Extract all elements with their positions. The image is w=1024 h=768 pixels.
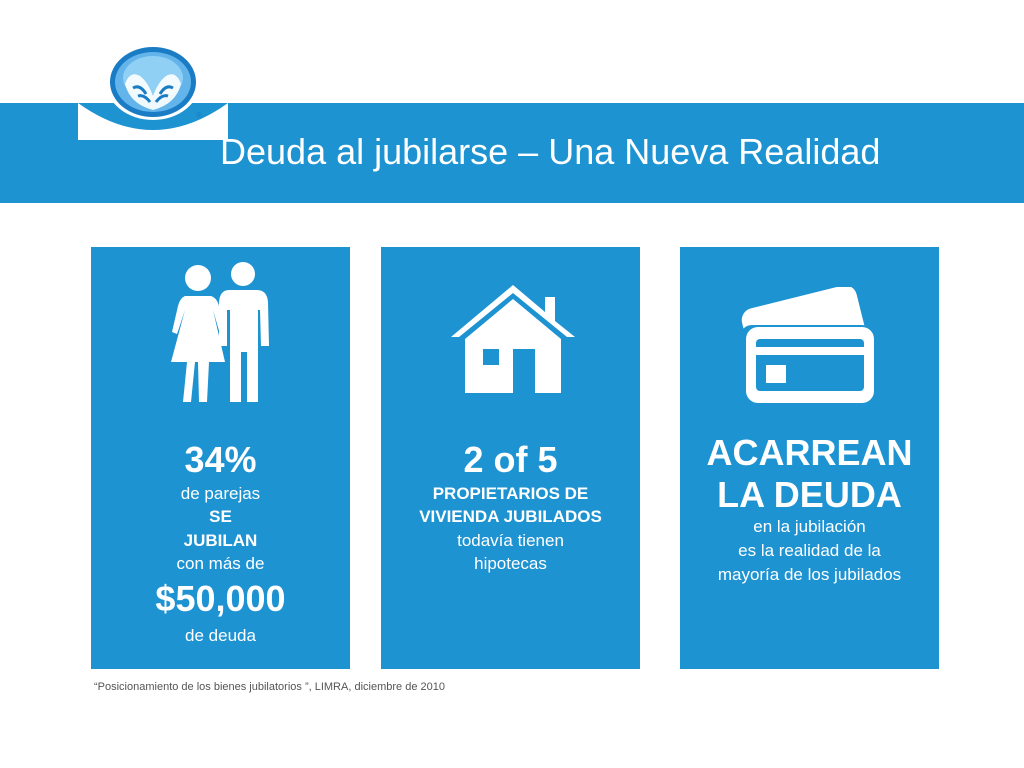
stat-line: de parejas — [180, 484, 261, 503]
stat-line: con más de — [176, 554, 265, 573]
source-footnote: “Posicionamiento de los bienes jubilator… — [94, 681, 445, 693]
stat-panel-homeowners: 2 of 5 PROPIETARIOS DE VIVIENDA JUBILADO… — [381, 247, 640, 669]
stat-amount: $50,000 — [155, 578, 286, 619]
stat-headline: LA DEUDA — [717, 474, 902, 515]
allstate-hands-logo-icon: ® — [78, 44, 228, 140]
stat-panel-debt: ACARREAN LA DEUDA en la jubilación es la… — [680, 247, 939, 669]
stat-line: SE — [209, 507, 232, 526]
stat-line: en la jubilación — [753, 517, 866, 536]
stat-line: es la realidad de la — [738, 541, 881, 560]
stat-panel-couples: 34% de parejas SE JUBILAN con más de $50… — [91, 247, 350, 669]
stat-line: de deuda — [185, 626, 256, 645]
stat-line: mayoría de los jubilados — [717, 565, 902, 584]
stat-line: PROPIETARIOS DE — [432, 484, 589, 503]
stat-headline: 34% — [184, 439, 257, 480]
stat-headline: ACARREAN — [706, 432, 913, 473]
stat-line: hipotecas — [474, 554, 547, 573]
registered-mark: ® — [196, 111, 202, 120]
logo: ® — [78, 32, 228, 140]
stat-line: VIVIENDA JUBILADOS — [419, 507, 602, 526]
stat-line: JUBILAN — [183, 531, 258, 550]
stat-line: todavía tienen — [457, 531, 564, 550]
house-icon — [451, 285, 575, 393]
header-banner — [0, 103, 1024, 203]
page-title: Deuda al jubilarse – Una Nueva Realidad — [220, 131, 881, 172]
stat-headline: 2 of 5 — [463, 439, 558, 480]
credit-card-icon — [740, 287, 874, 405]
couple-icon — [171, 262, 269, 402]
